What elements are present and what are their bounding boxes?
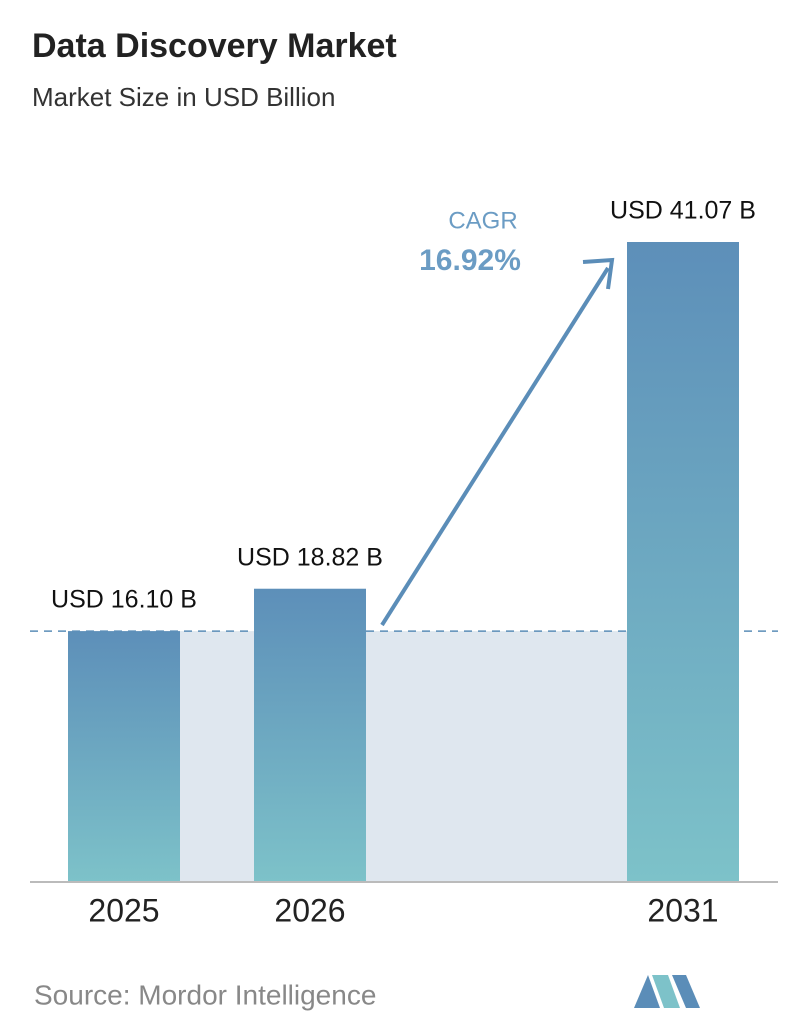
x-tick-label: 2031 [647, 892, 718, 928]
value-label: USD 16.10 B [51, 586, 197, 614]
value-label: USD 18.82 B [237, 543, 383, 571]
x-tick-label: 2026 [274, 892, 345, 928]
bar [627, 242, 739, 882]
cagr-label: CAGR [448, 207, 517, 234]
x-tick-label: 2025 [88, 892, 159, 928]
source: Source: Mordor Intelligence [34, 979, 376, 1010]
value-label: USD 41.07 B [610, 197, 756, 225]
bar [254, 588, 366, 882]
chart-subtitle: Market Size in USD Billion [32, 82, 335, 112]
chart-title: Data Discovery Market [32, 27, 397, 65]
cagr-arrow [380, 266, 610, 627]
bar [68, 631, 180, 882]
cagr-arrowhead [582, 257, 615, 290]
cagr-value: 16.92% [419, 244, 521, 277]
logo [634, 975, 700, 1008]
